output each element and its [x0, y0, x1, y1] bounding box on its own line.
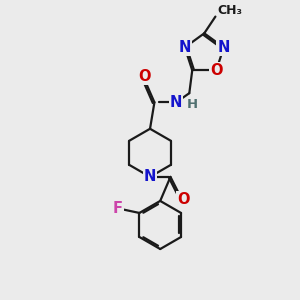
Text: N: N	[178, 40, 191, 55]
Text: F: F	[112, 201, 122, 216]
Text: N: N	[218, 40, 230, 55]
Text: O: O	[210, 63, 223, 78]
Text: N: N	[144, 169, 156, 184]
Text: CH₃: CH₃	[218, 4, 243, 17]
Text: O: O	[177, 192, 189, 207]
Text: H: H	[187, 98, 198, 111]
Text: O: O	[138, 69, 151, 84]
Text: N: N	[170, 95, 182, 110]
